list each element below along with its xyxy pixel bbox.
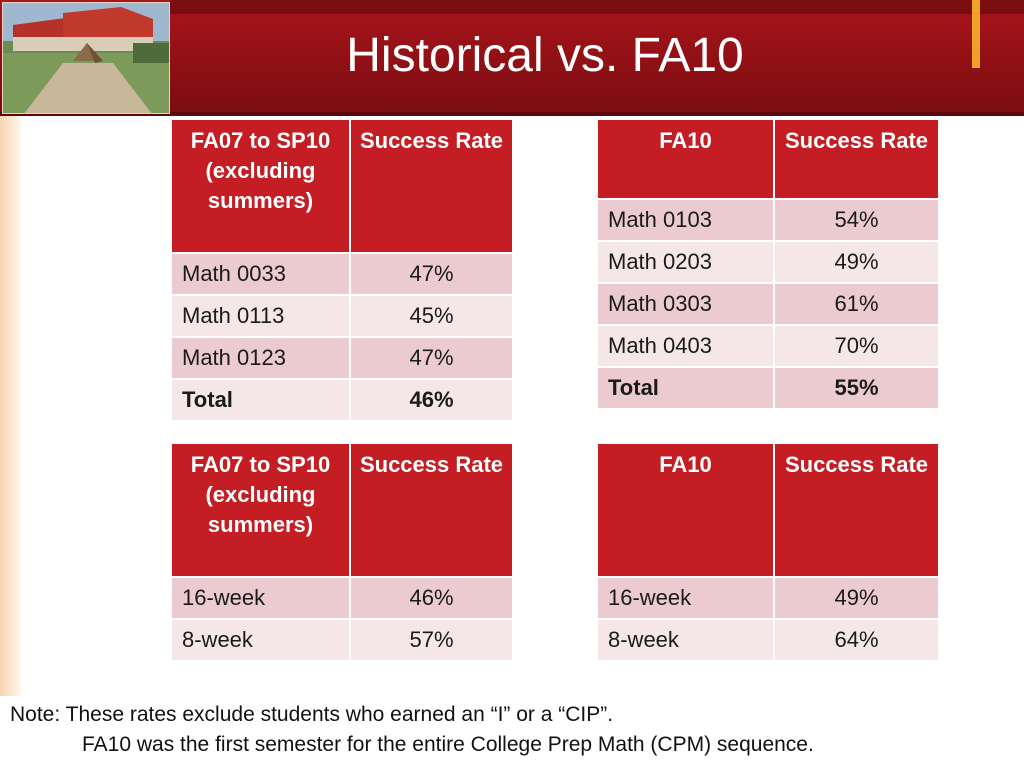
table-row: 16-week 46% — [172, 578, 512, 618]
column-header-term: FA10 — [598, 444, 773, 576]
total-rate: 55% — [775, 368, 938, 408]
header-divider — [0, 112, 1024, 116]
table-row: Math 0033 47% — [172, 254, 512, 294]
rate-cell: 46% — [351, 578, 512, 618]
rate-cell: 70% — [775, 326, 938, 366]
total-row: Total 55% — [598, 368, 938, 408]
note-line-1: Note: These rates exclude students who e… — [10, 703, 614, 726]
table-historical-courses: FA07 to SP10 (excluding summers) Success… — [170, 118, 514, 422]
column-header-success-rate: Success Rate — [351, 444, 512, 576]
campus-photo-illustration — [3, 3, 169, 113]
header-top-line — [170, 0, 1024, 14]
table-row: Math 0113 45% — [172, 296, 512, 336]
note-line-2: FA10 was the first semester for the enti… — [82, 733, 814, 756]
side-gradient — [0, 116, 24, 696]
table-row: 8-week 64% — [598, 620, 938, 660]
accent-bar — [972, 0, 980, 68]
course-cell: Math 0033 — [172, 254, 349, 294]
table-fa10-courses: FA10 Success Rate Math 0103 54% Math 020… — [596, 118, 940, 410]
rate-cell: 57% — [351, 620, 512, 660]
total-rate: 46% — [351, 380, 512, 420]
table-row: 16-week 49% — [598, 578, 938, 618]
rate-cell: 45% — [351, 296, 512, 336]
table-row: Math 0303 61% — [598, 284, 938, 324]
total-label: Total — [172, 380, 349, 420]
course-cell: Math 0403 — [598, 326, 773, 366]
column-header-success-rate: Success Rate — [775, 120, 938, 198]
course-cell: Math 0303 — [598, 284, 773, 324]
rate-cell: 49% — [775, 242, 938, 282]
column-header-success-rate: Success Rate — [775, 444, 938, 576]
rate-cell: 61% — [775, 284, 938, 324]
total-row: Total 46% — [172, 380, 512, 420]
column-header-term: FA10 — [598, 120, 773, 198]
table-row: Math 0103 54% — [598, 200, 938, 240]
column-header-success-rate: Success Rate — [351, 120, 512, 252]
format-cell: 8-week — [598, 620, 773, 660]
table-row: Math 0123 47% — [172, 338, 512, 378]
header-band — [0, 0, 1024, 116]
table-row: Math 0203 49% — [598, 242, 938, 282]
course-cell: Math 0203 — [598, 242, 773, 282]
column-header-term: FA07 to SP10 (excluding summers) — [172, 120, 349, 252]
total-label: Total — [598, 368, 773, 408]
page-title: Historical vs. FA10 — [346, 29, 744, 82]
rate-cell: 47% — [351, 254, 512, 294]
format-cell: 16-week — [598, 578, 773, 618]
campus-photo — [2, 2, 170, 114]
course-cell: Math 0113 — [172, 296, 349, 336]
rate-cell: 49% — [775, 578, 938, 618]
rate-cell: 64% — [775, 620, 938, 660]
course-cell: Math 0123 — [172, 338, 349, 378]
column-header-term: FA07 to SP10 (excluding summers) — [172, 444, 349, 576]
table-historical-formats: FA07 to SP10 (excluding summers) Success… — [170, 442, 514, 662]
rate-cell: 54% — [775, 200, 938, 240]
table-fa10-formats: FA10 Success Rate 16-week 49% 8-week 64% — [596, 442, 940, 662]
table-row: Math 0403 70% — [598, 326, 938, 366]
rate-cell: 47% — [351, 338, 512, 378]
course-cell: Math 0103 — [598, 200, 773, 240]
table-row: 8-week 57% — [172, 620, 512, 660]
format-cell: 8-week — [172, 620, 349, 660]
format-cell: 16-week — [172, 578, 349, 618]
